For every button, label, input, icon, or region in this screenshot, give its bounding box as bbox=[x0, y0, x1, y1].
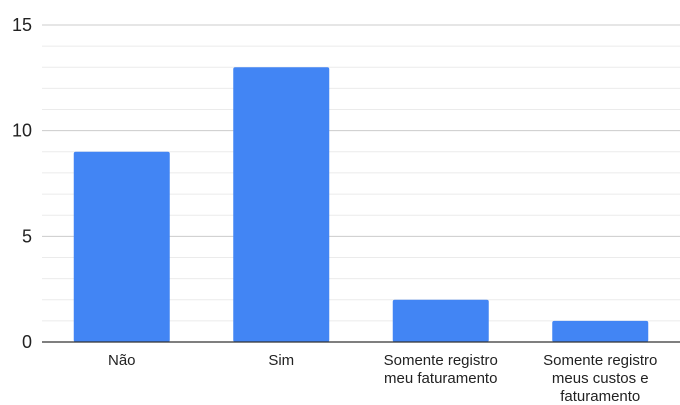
x-category-label: Somente registro meu faturamento bbox=[384, 352, 498, 387]
y-tick-label: 0 bbox=[22, 332, 32, 352]
y-tick-label: 15 bbox=[12, 15, 32, 35]
bar bbox=[73, 151, 170, 342]
y-tick-label: 5 bbox=[22, 226, 32, 246]
bars bbox=[73, 67, 649, 343]
x-category-label: Sim bbox=[268, 352, 294, 369]
bar bbox=[233, 67, 330, 343]
x-category-label: Somente registro meus custos e faturamento bbox=[543, 352, 657, 405]
y-tick-label: 10 bbox=[12, 121, 32, 141]
x-category-label: Não bbox=[108, 352, 136, 369]
labels: 0 5 10 15 Não Sim Somente registro meu faturame… bbox=[12, 15, 657, 405]
bar bbox=[392, 299, 489, 342]
bar bbox=[552, 320, 649, 342]
